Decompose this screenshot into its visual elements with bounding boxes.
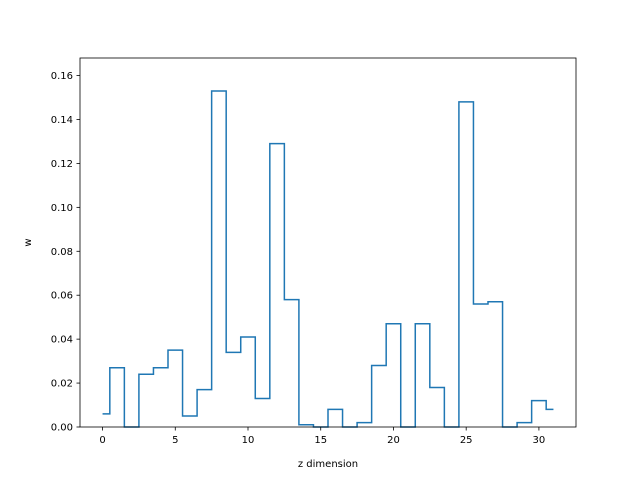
plot-frame xyxy=(79,57,577,428)
data-point xyxy=(144,372,148,376)
data-point xyxy=(159,366,163,370)
x-tick-label: 20 xyxy=(387,435,400,446)
x-tick-label: 25 xyxy=(460,435,473,446)
data-point xyxy=(551,407,555,411)
data-point xyxy=(421,322,425,326)
data-point xyxy=(304,423,308,427)
y-axis-label: w xyxy=(23,238,34,246)
data-point xyxy=(173,348,177,352)
series-step-line xyxy=(102,90,554,428)
data-point xyxy=(377,364,381,368)
data-point xyxy=(275,142,279,146)
y-axis-ticks: 0.00 0.02 0.04 0.06 0.08 0.10 0.12 0.14 0.16 xyxy=(51,71,80,434)
data-point xyxy=(333,407,337,411)
y-tick-label: 0.10 xyxy=(51,203,73,214)
chart-marks xyxy=(101,89,555,428)
y-tick-label: 0.14 xyxy=(51,115,73,126)
x-tick-label: 15 xyxy=(314,435,327,446)
data-point xyxy=(493,300,497,304)
data-point xyxy=(479,302,483,306)
data-point xyxy=(115,366,119,370)
data-point xyxy=(261,396,265,400)
data-point xyxy=(362,421,366,425)
data-point xyxy=(290,298,294,302)
x-tick-label: 30 xyxy=(533,435,546,446)
data-point xyxy=(391,322,395,326)
data-point xyxy=(188,414,192,418)
y-tick-label: 0.08 xyxy=(51,247,73,258)
y-tick-label: 0.06 xyxy=(51,291,73,302)
x-tick-label: 0 xyxy=(99,435,105,446)
y-tick-label: 0.12 xyxy=(51,159,73,170)
x-axis-ticks: 0 5 10 15 20 25 30 xyxy=(99,427,545,446)
y-tick-label: 0.04 xyxy=(51,335,73,346)
data-point xyxy=(435,385,439,389)
data-point xyxy=(101,412,105,416)
data-point xyxy=(464,100,468,104)
y-tick-label: 0.00 xyxy=(51,423,73,434)
x-tick-label: 5 xyxy=(172,435,178,446)
data-point xyxy=(217,89,221,93)
x-tick-label: 10 xyxy=(242,435,255,446)
data-point xyxy=(231,350,235,354)
data-point xyxy=(202,388,206,392)
data-point xyxy=(246,335,250,339)
data-point xyxy=(522,421,526,425)
x-axis-label: z dimension xyxy=(298,459,358,470)
data-point xyxy=(537,399,541,403)
y-tick-label: 0.02 xyxy=(51,379,73,390)
plot-background xyxy=(80,58,576,427)
y-tick-label: 0.16 xyxy=(51,71,73,82)
